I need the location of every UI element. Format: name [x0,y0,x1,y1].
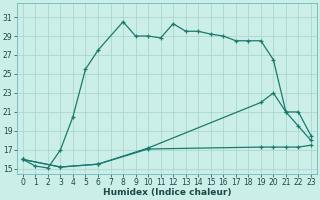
X-axis label: Humidex (Indice chaleur): Humidex (Indice chaleur) [103,188,231,197]
